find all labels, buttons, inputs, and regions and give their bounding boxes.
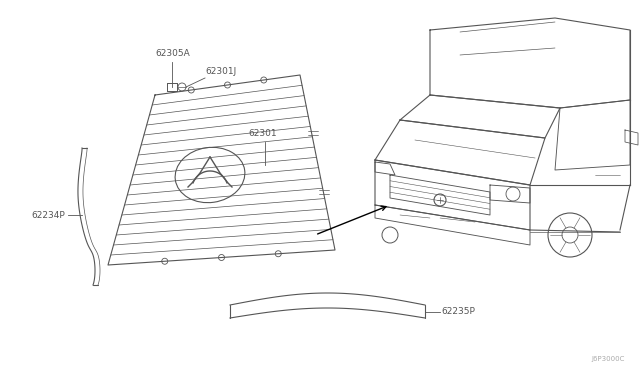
Text: J6P3000C: J6P3000C [591, 356, 625, 362]
Text: 62234P: 62234P [31, 211, 65, 219]
Text: 62235P: 62235P [441, 308, 475, 317]
Text: 62301J: 62301J [205, 67, 236, 76]
Text: 62305A: 62305A [155, 49, 189, 58]
Text: 62301: 62301 [248, 129, 276, 138]
